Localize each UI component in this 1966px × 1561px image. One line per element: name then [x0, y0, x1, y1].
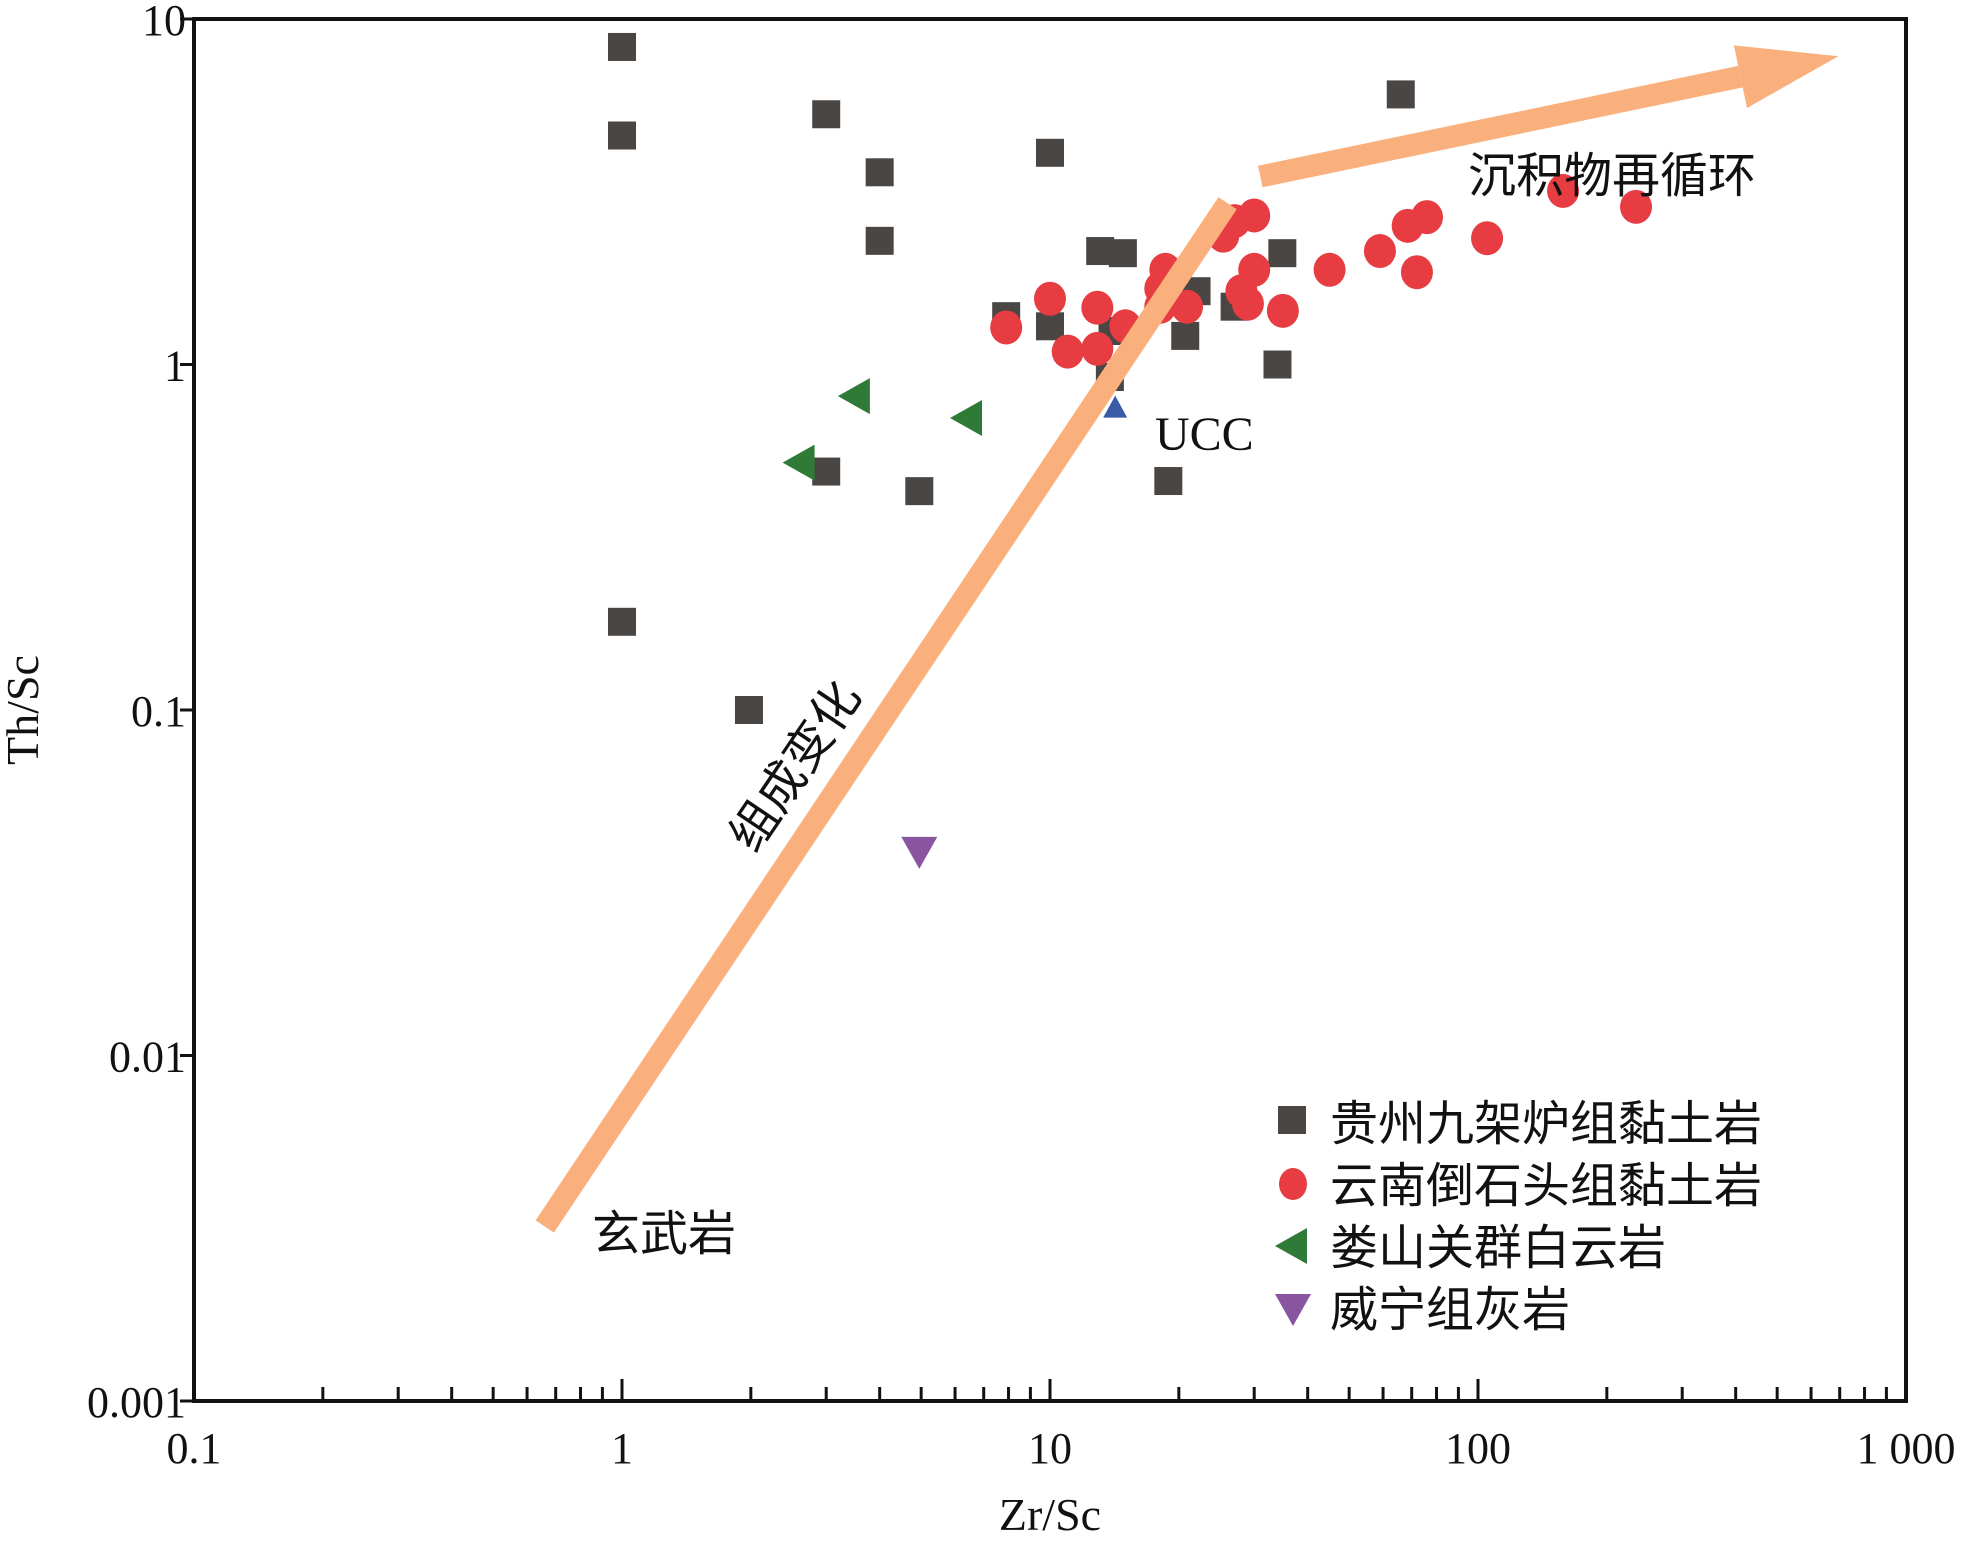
data-point-circle [1400, 255, 1433, 290]
data-point-square [1036, 312, 1064, 341]
annotation-basalt: 玄武岩 [592, 1208, 736, 1261]
legend-label: 威宁组灰岩 [1330, 1284, 1570, 1337]
data-point-square [1108, 239, 1137, 268]
data-point-square [1386, 80, 1415, 109]
data-point-square [608, 32, 636, 61]
data-point-square [812, 457, 841, 486]
data-point-square [1263, 350, 1292, 379]
y-tick-label: 1 [164, 342, 186, 391]
x-tick-label: 10 [1028, 1424, 1072, 1473]
y-tick-label: 0.1 [131, 687, 186, 736]
x-tick-label: 0.1 [167, 1424, 222, 1473]
data-point-triangle-down [901, 836, 938, 869]
x-axis-label: Zr/Sc [999, 1489, 1101, 1540]
data-point-square [1036, 138, 1064, 167]
y-tick-label: 0.01 [109, 1033, 186, 1082]
data-point-circle [1471, 221, 1504, 256]
data-point-circle [1081, 331, 1114, 366]
data-point-triangle-left [837, 378, 870, 415]
legend-marker-triangle-left [1275, 1228, 1307, 1264]
data-point-triangle-left [782, 444, 815, 481]
trend-line-composition [535, 197, 1237, 1233]
data-point-circle [1231, 286, 1264, 321]
data-point-circle [1238, 198, 1271, 233]
legend: 贵州九架炉组黏土岩 云南倒石头组黏土岩 娄山关群白云岩 威宁组灰岩 [1275, 1098, 1762, 1337]
y-tick-label: 0.001 [87, 1378, 186, 1427]
annotation-sediment-recycling: 沉积物再循环 [1468, 150, 1756, 203]
legend-marker-square [1278, 1106, 1306, 1134]
data-point-square [865, 158, 894, 187]
legend-marker-triangle-down [1275, 1294, 1311, 1326]
legend-label: 云南倒石头组黏土岩 [1330, 1160, 1762, 1213]
data-point-triangle-left [950, 400, 983, 437]
y-axis-label: Th/Sc [0, 655, 48, 765]
data-point-square [734, 696, 763, 724]
data-point-circle [1363, 234, 1396, 269]
data-point-circle [990, 310, 1023, 345]
data-point-square [608, 121, 636, 150]
ucc-point-triangle-up [1103, 395, 1128, 418]
data-point-square [1154, 467, 1183, 496]
data-point-circle [1081, 290, 1114, 325]
data-point-square [865, 226, 894, 255]
x-tick-label: 1 000 [1857, 1424, 1956, 1473]
plot-frame [192, 17, 1908, 1403]
arrow-head [1733, 45, 1839, 108]
data-point-square [812, 100, 841, 129]
legend-label: 贵州九架炉组黏土岩 [1330, 1098, 1762, 1151]
data-point-circle [1313, 252, 1346, 287]
x-tick-label: 1 [611, 1424, 633, 1473]
data-point-circle [1410, 200, 1443, 235]
trend-arrow-recycling [1258, 65, 1743, 188]
data-point-circle [1547, 173, 1580, 208]
data-point-square [1268, 239, 1297, 268]
data-point-square [1171, 321, 1200, 350]
annotation-ucc: UCC [1155, 408, 1254, 461]
y-tick-label: 10 [142, 0, 186, 45]
data-point-square [905, 477, 934, 506]
data-point-circle [1266, 293, 1299, 328]
data-point-circle [1620, 189, 1653, 224]
data-point-circle [1034, 281, 1066, 316]
legend-marker-circle [1279, 1168, 1307, 1200]
x-tick-label: 100 [1445, 1424, 1511, 1473]
data-point-square [608, 607, 636, 636]
data-point-circle [1171, 289, 1204, 324]
data-point-circle [1051, 334, 1084, 369]
legend-label: 娄山关群白云岩 [1330, 1222, 1666, 1275]
